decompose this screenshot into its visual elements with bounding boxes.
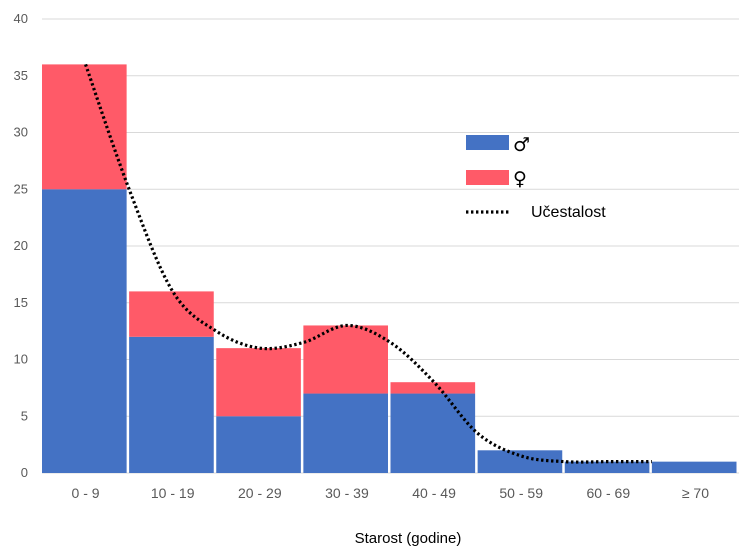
legend-label-trend: Učestalost <box>531 204 606 221</box>
x-tick-label-1: 10 - 19 <box>151 485 195 501</box>
y-tick-label-2: 10 <box>14 352 28 367</box>
legend-swatch-male <box>466 135 509 150</box>
x-axis-ticks: 0 - 9 10 - 19 20 - 29 30 - 39 40 - 49 50 - 59… <box>72 485 710 501</box>
bar-male-5 <box>477 450 563 473</box>
x-tick-label-2: 20 - 29 <box>238 485 282 501</box>
bar-male-3 <box>303 393 388 473</box>
y-tick-label-1: 5 <box>21 408 28 423</box>
bar-male-1 <box>129 336 214 473</box>
y-tick-label-5: 25 <box>14 181 28 196</box>
legend-label-female: ♀ <box>513 168 527 190</box>
bars <box>42 64 737 473</box>
x-tick-label-5: 50 - 59 <box>499 485 543 501</box>
legend: ♂ ♀ Učestalost <box>466 134 606 221</box>
trend-curve <box>84 63 652 464</box>
y-tick-label-3: 15 <box>14 295 28 310</box>
y-tick-label-7: 35 <box>14 68 28 83</box>
y-tick-label-0: 0 <box>21 465 28 480</box>
x-axis-title: Starost (godine) <box>355 530 462 547</box>
x-tick-label-0: 0 - 9 <box>72 485 100 501</box>
y-tick-label-8: 40 <box>14 11 28 26</box>
bar-male-7 <box>651 461 737 473</box>
bar-male-0 <box>42 189 127 473</box>
x-tick-label-6: 60 - 69 <box>587 485 631 501</box>
trend-line <box>84 63 652 464</box>
y-axis-ticks: 0 5 10 15 20 25 30 35 40 <box>14 11 28 480</box>
bar-female-3 <box>303 325 388 394</box>
y-tick-label-4: 20 <box>14 238 28 253</box>
x-tick-label-7: ≥ 70 <box>682 485 709 501</box>
legend-label-male: ♂ <box>513 134 530 156</box>
bar-female-4 <box>390 382 476 394</box>
bar-male-6 <box>564 461 650 473</box>
x-tick-label-3: 30 - 39 <box>325 485 369 501</box>
x-tick-label-4: 40 - 49 <box>412 485 456 501</box>
y-tick-label-6: 30 <box>14 125 28 140</box>
legend-swatch-female <box>466 170 509 185</box>
bar-male-2 <box>216 416 301 473</box>
bar-female-1 <box>129 291 214 337</box>
bar-female-2 <box>216 348 301 417</box>
bar-male-4 <box>390 393 476 473</box>
bar-female-0 <box>42 64 127 190</box>
